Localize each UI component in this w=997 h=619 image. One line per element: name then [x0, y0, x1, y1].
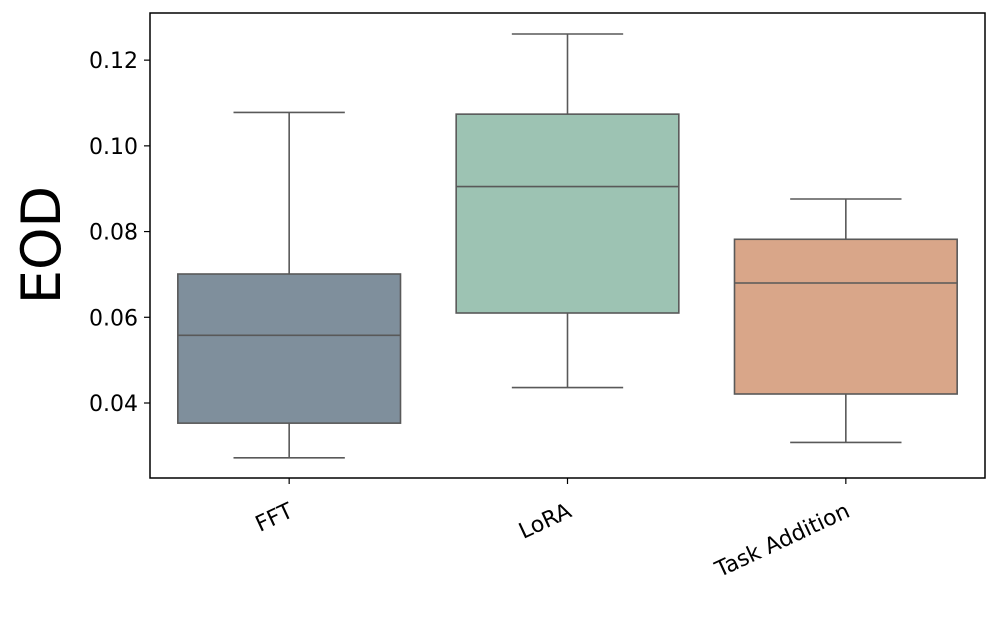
- y-tick-label: 0.10: [89, 135, 138, 160]
- box-fft: [177, 273, 402, 424]
- y-axis-ticks: 0.04 0.06 0.08 0.10 0.12: [89, 49, 150, 417]
- box-group-task-addition: [733, 198, 958, 444]
- y-tick-label: 0.08: [89, 221, 138, 246]
- box-task-addition: [733, 238, 958, 395]
- box-group-lora: [455, 33, 680, 389]
- y-tick-label: 0.12: [89, 49, 138, 74]
- box-group-fft: [177, 111, 402, 459]
- y-axis-label: EOD: [10, 186, 73, 304]
- y-tick-label: 0.04: [89, 392, 138, 417]
- data-marks: [177, 33, 958, 459]
- box-lora: [455, 113, 680, 314]
- y-tick-label: 0.06: [89, 306, 138, 331]
